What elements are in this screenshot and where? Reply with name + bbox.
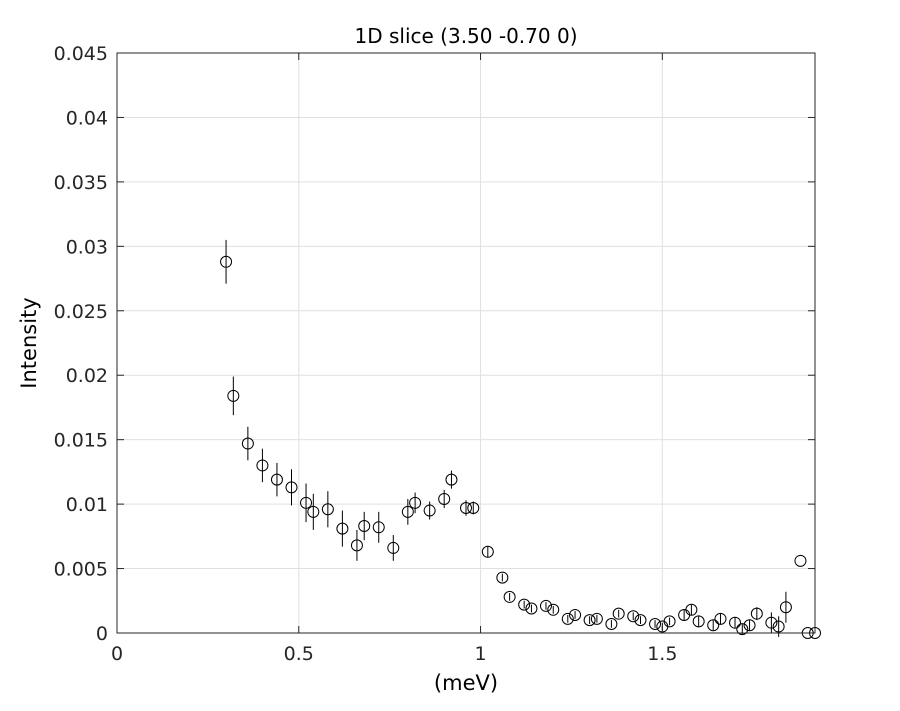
data-point [685,603,698,616]
data-point [336,522,349,535]
data-point [227,389,240,402]
data-point [460,501,472,514]
data-point [358,520,371,533]
data-point [605,617,618,630]
data-point [714,612,727,625]
y-tick-label: 0.045 [54,43,108,65]
plot-area [117,53,815,633]
x-axis-ticks: 0 0.5 1 1.5 [111,53,677,665]
data-point [612,607,625,620]
data-point [772,620,785,633]
error-bars [225,239,787,637]
data-point [387,541,400,554]
y-tick-label: 0.04 [66,107,108,129]
x-tick-label: 0 [111,643,123,665]
data-point [467,501,480,514]
data-point [750,607,763,620]
x-axis-label: (meV) [434,671,498,695]
data-point [220,255,233,268]
data-point [481,545,494,558]
chart-title: 1D slice (3.50 -0.70 0) [355,24,578,48]
data-point [547,603,560,616]
data-point [649,617,662,630]
data-point [350,539,363,552]
data-point [321,503,334,516]
data-point [765,616,778,629]
y-tick-label: 0.035 [54,172,108,194]
y-axis-label: Intensity [17,297,41,388]
y-tick-label: 0.02 [66,365,108,387]
y-tick-label: 0.025 [54,301,108,323]
data-point [401,505,414,518]
y-axis-ticks: 0 0.005 0.01 0.015 0.02 0.025 0.03 0.035 0.04 0.0… [54,43,815,645]
data-point [256,459,269,472]
data-point [743,619,756,632]
data-point [372,521,385,534]
data-point [438,492,451,505]
data-point [736,623,749,636]
data-point [794,554,807,567]
data-point [583,614,596,627]
data-point [561,612,574,625]
data-point [300,496,313,509]
axes-box [116,52,816,634]
data-point [779,601,792,614]
y-tick-label: 0.01 [66,494,108,516]
data-point [503,590,516,603]
data-point [627,610,640,623]
data-point [707,619,720,632]
data-point [539,599,552,612]
data-point [445,473,458,486]
data-point [692,615,705,628]
data-point [307,505,320,518]
data-point [729,616,742,629]
x-tick-label: 1 [474,643,486,665]
data-point [241,437,254,450]
data-point [518,598,531,611]
data-point [525,602,538,615]
data-point [409,496,422,509]
y-tick-label: 0.015 [54,430,108,452]
x-tick-label: 1.5 [647,643,677,665]
data-point [285,481,298,494]
data-point [590,612,603,625]
data-point [423,504,436,517]
data-point [496,571,509,584]
y-tick-label: 0.03 [66,236,108,258]
y-tick-label: 0 [96,623,108,645]
data-point [270,473,283,486]
x-tick-label: 0.5 [284,643,314,665]
data-point [569,608,582,621]
data-point [634,614,647,627]
data-point [663,615,676,628]
y-tick-label: 0.005 [54,559,108,581]
